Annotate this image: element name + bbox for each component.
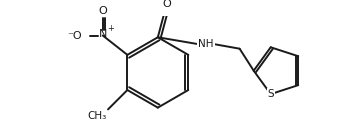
Text: NH: NH <box>198 39 214 49</box>
Text: O: O <box>99 6 107 16</box>
Text: +: + <box>107 24 114 33</box>
Text: N: N <box>99 29 107 39</box>
Text: ⁻O: ⁻O <box>67 31 82 40</box>
Text: S: S <box>267 89 274 99</box>
Text: O: O <box>162 0 171 9</box>
Text: CH₃: CH₃ <box>87 111 106 121</box>
